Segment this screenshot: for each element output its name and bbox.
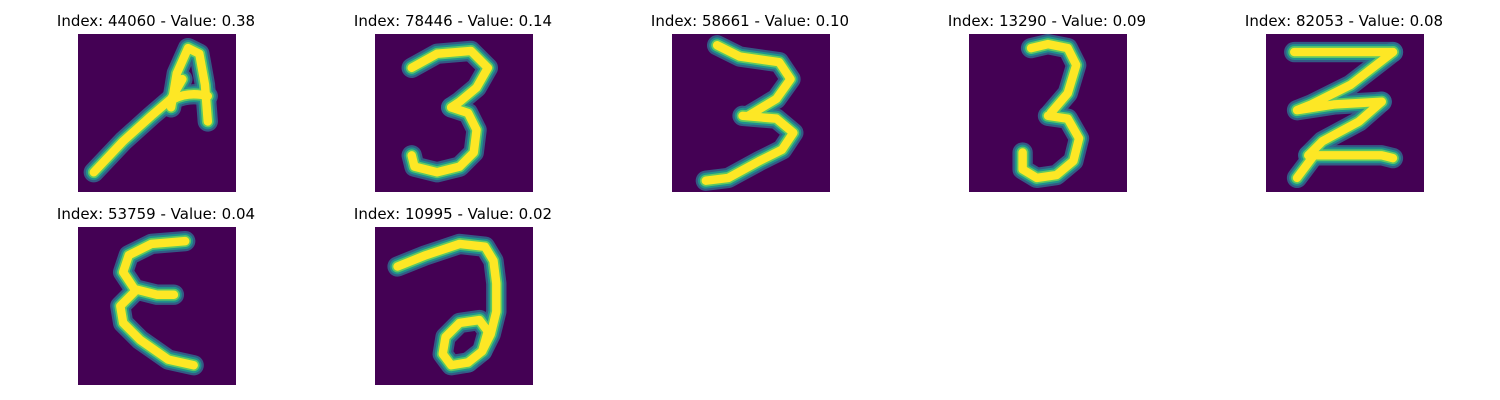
digit-stroke [116, 287, 198, 370]
digit-image [78, 34, 236, 192]
digit-stroke [1304, 151, 1398, 163]
image-panel: Index: 82053 - Value: 0.08 [1214, 12, 1474, 192]
digit-image [78, 227, 236, 385]
digit-image [375, 34, 533, 192]
digit-stroke [407, 103, 481, 177]
digit-stroke [118, 236, 190, 299]
panel-title: Index: 78446 - Value: 0.14 [353, 12, 553, 30]
digit-stroke [1304, 97, 1386, 160]
digit-stroke [1026, 39, 1081, 118]
panel-title: Index: 44060 - Value: 0.38 [56, 12, 256, 30]
digit-stroke [407, 46, 493, 112]
digit-image [672, 34, 830, 192]
panel-title: Index: 53759 - Value: 0.04 [56, 205, 256, 223]
panel-title: Index: 13290 - Value: 0.09 [947, 12, 1147, 30]
digit-stroke [166, 43, 213, 126]
image-panel: Index: 53759 - Value: 0.04 [26, 205, 286, 385]
digit-stroke [1292, 151, 1319, 183]
digit-stroke [1018, 111, 1084, 183]
digit-stroke [438, 315, 493, 370]
panel-title: Index: 58661 - Value: 0.10 [650, 12, 850, 30]
image-panel: Index: 58661 - Value: 0.10 [620, 12, 880, 192]
image-panel: Index: 78446 - Value: 0.14 [323, 12, 583, 192]
digit-image [1266, 34, 1424, 192]
digit-stroke [1292, 47, 1398, 115]
digit-image [969, 34, 1127, 192]
image-panel: Index: 13290 - Value: 0.09 [917, 12, 1177, 192]
image-panel: Index: 10995 - Value: 0.02 [323, 205, 583, 385]
image-panel: Index: 44060 - Value: 0.38 [26, 12, 286, 192]
digit-stroke [701, 111, 798, 185]
panel-title: Index: 82053 - Value: 0.08 [1244, 12, 1444, 30]
panel-title: Index: 10995 - Value: 0.02 [353, 205, 553, 223]
digit-stroke [712, 41, 795, 121]
digit-image [375, 227, 533, 385]
digit-stroke [169, 90, 213, 104]
